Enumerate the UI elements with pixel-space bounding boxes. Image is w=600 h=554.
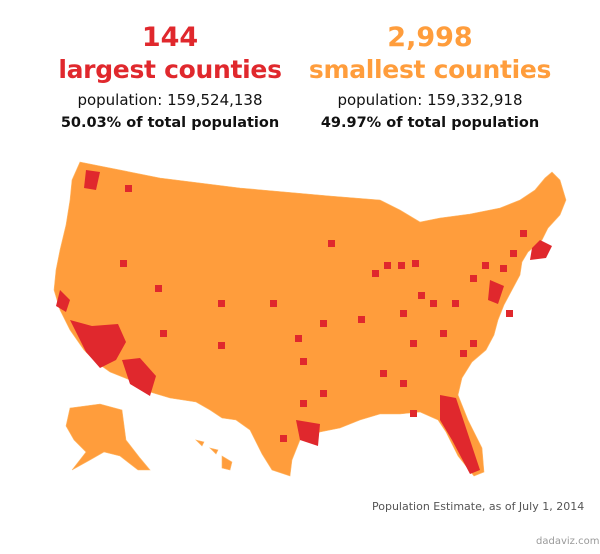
us-county-map bbox=[53, 161, 567, 477]
large-county bbox=[125, 185, 132, 192]
large-county bbox=[372, 270, 379, 277]
large-county bbox=[398, 262, 405, 269]
large-county bbox=[270, 300, 277, 307]
large-county bbox=[380, 370, 387, 377]
large-county-region bbox=[84, 170, 100, 190]
large-county bbox=[320, 390, 327, 397]
large-county bbox=[410, 340, 417, 347]
largest-population: population: 159,524,138 bbox=[77, 91, 263, 109]
smallest-count: 2,998 bbox=[387, 22, 473, 53]
mainland-us bbox=[53, 161, 567, 477]
large-county bbox=[460, 350, 467, 357]
largest-count: 144 bbox=[141, 22, 199, 53]
large-county bbox=[470, 340, 477, 347]
large-county-region bbox=[440, 395, 480, 474]
large-county-region bbox=[70, 320, 126, 368]
large-county-region bbox=[296, 420, 320, 446]
large-county bbox=[500, 265, 507, 272]
large-county bbox=[400, 310, 407, 317]
large-county bbox=[510, 250, 517, 257]
smallest-share: 49.97% of total population bbox=[320, 115, 540, 131]
large-county bbox=[452, 300, 459, 307]
largest-label: largest counties bbox=[58, 55, 282, 84]
large-county bbox=[295, 335, 302, 342]
large-county bbox=[412, 260, 419, 267]
large-county bbox=[440, 330, 447, 337]
large-county bbox=[430, 300, 437, 307]
large-county bbox=[506, 310, 513, 317]
largest-counties-summary: 144 largest counties population: 159,524… bbox=[40, 22, 300, 134]
large-county bbox=[358, 316, 365, 323]
population-estimate-note: Population Estimate, as of July 1, 2014 bbox=[372, 500, 585, 513]
large-county-region bbox=[56, 290, 70, 312]
large-county-region bbox=[530, 240, 552, 260]
large-county bbox=[218, 342, 225, 349]
smallest-counties-summary: 2,998 smallest counties population: 159,… bbox=[300, 22, 560, 134]
large-county bbox=[320, 320, 327, 327]
alaska bbox=[65, 403, 151, 471]
large-county-region bbox=[488, 280, 504, 304]
large-county bbox=[120, 260, 127, 267]
large-county bbox=[384, 262, 391, 269]
large-county bbox=[418, 292, 425, 299]
large-county bbox=[160, 330, 167, 337]
large-county bbox=[400, 380, 407, 387]
credit-link[interactable]: dadaviz.com bbox=[536, 536, 600, 547]
large-county bbox=[300, 358, 307, 365]
large-county bbox=[482, 262, 489, 269]
large-county bbox=[155, 285, 162, 292]
largest-share: 50.03% of total population bbox=[60, 115, 280, 131]
large-county-region bbox=[122, 358, 156, 396]
smallest-label: smallest counties bbox=[308, 55, 552, 84]
large-county bbox=[218, 300, 225, 307]
large-county bbox=[280, 435, 287, 442]
large-county bbox=[410, 410, 417, 417]
smallest-population: population: 159,332,918 bbox=[337, 91, 523, 109]
hawaii bbox=[195, 439, 233, 471]
large-county bbox=[520, 230, 527, 237]
large-county bbox=[300, 400, 307, 407]
large-county bbox=[470, 275, 477, 282]
large-county bbox=[328, 240, 335, 247]
